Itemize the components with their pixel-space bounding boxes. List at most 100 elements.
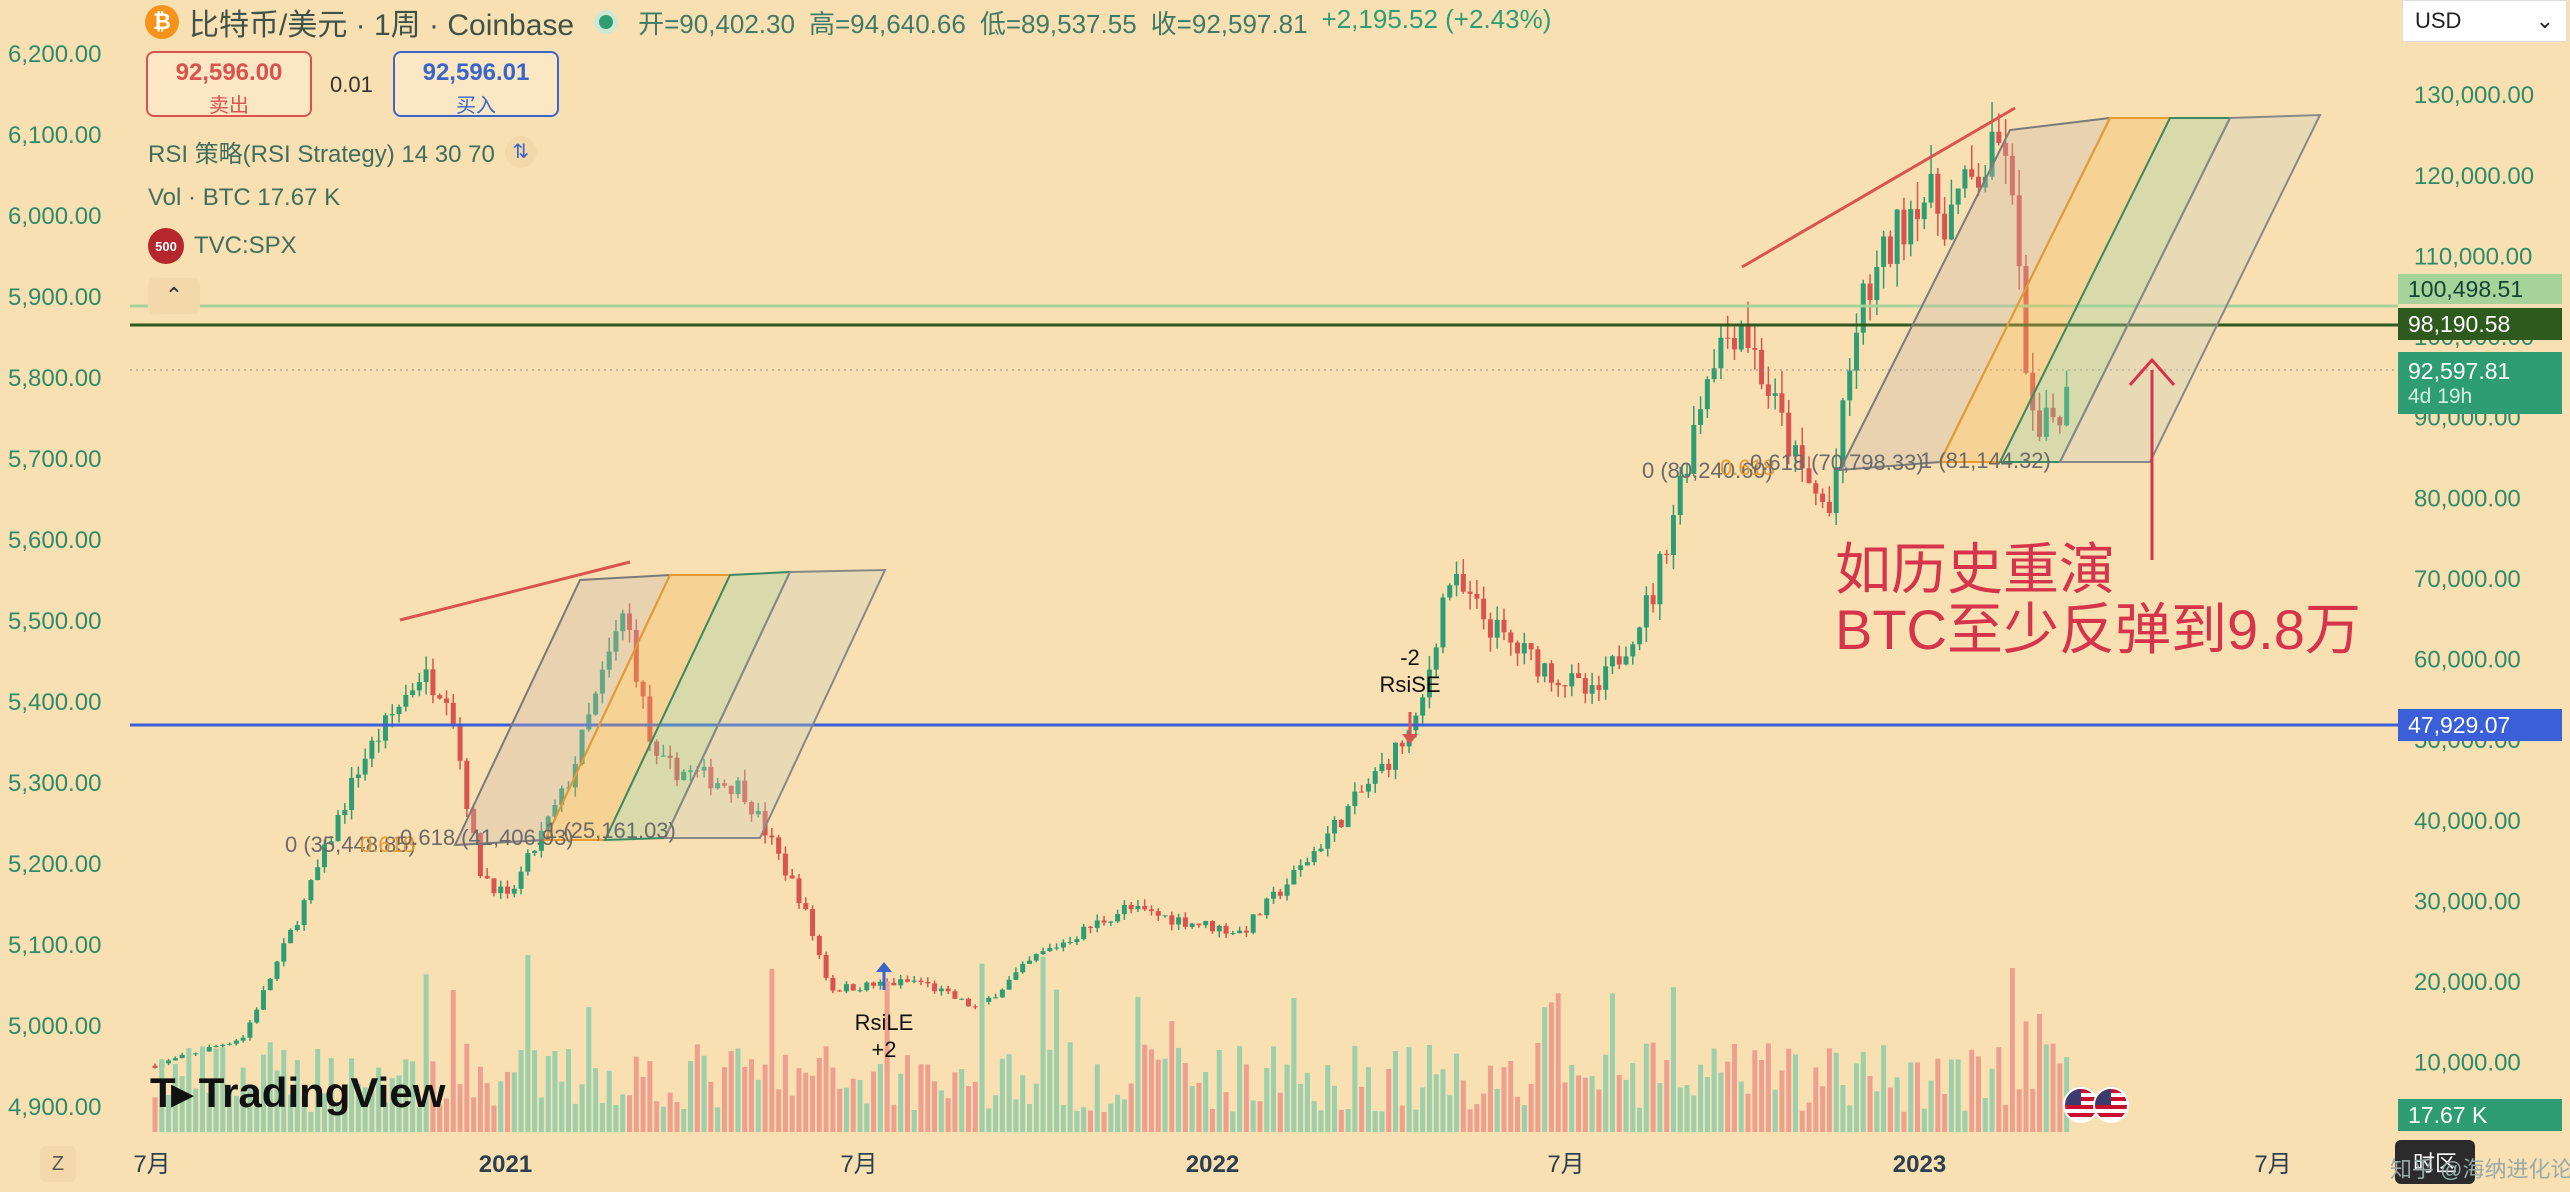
volume-bar: [1806, 1102, 1812, 1132]
volume-bar: [1413, 1109, 1419, 1132]
volume-bar: [159, 1059, 165, 1132]
volume-bar: [640, 1076, 646, 1132]
candle-body: [688, 770, 694, 772]
volume-bar: [1759, 1060, 1765, 1132]
high-value: 高=94,640.66: [808, 8, 966, 39]
candle-body: [586, 714, 592, 730]
candle-body: [1467, 591, 1473, 594]
volume-bar: [1562, 1082, 1568, 1132]
volume-bar: [1799, 1110, 1805, 1132]
volume-bar: [321, 1093, 327, 1132]
candle-body: [430, 669, 436, 696]
volume-bar: [1887, 1087, 1893, 1132]
currency-select[interactable]: USD ⌄: [2402, 0, 2567, 42]
candle-body: [1664, 553, 1670, 555]
volume-bar: [1474, 1104, 1480, 1132]
swap-arrows-icon[interactable]: ⇅: [504, 135, 537, 168]
symbol-title[interactable]: 比特币/美元 · 1周 · Coinbase: [189, 9, 575, 42]
volume-bar: [1264, 1067, 1270, 1132]
candle-body: [1487, 619, 1493, 638]
volume-bar: [335, 1104, 341, 1132]
candle-body: [1284, 884, 1290, 896]
candle-body: [1684, 473, 1690, 476]
candle-body: [1799, 445, 1805, 469]
volume-bar: [1033, 1083, 1039, 1132]
candle-body: [1792, 445, 1798, 457]
timezone-button[interactable]: 时区: [2395, 1140, 2475, 1184]
volume-bar: [477, 1066, 483, 1132]
volume-bar: [1487, 1065, 1493, 1132]
candle-body: [1515, 642, 1521, 654]
candle-body: [288, 929, 294, 944]
volume-bar: [701, 1055, 707, 1132]
candle-body: [1237, 930, 1243, 934]
volume-bar: [288, 1094, 294, 1132]
candle-body: [505, 886, 510, 894]
volume-bar: [708, 1081, 714, 1132]
candle-body: [1060, 942, 1066, 948]
volume-bar: [423, 974, 429, 1132]
spx-overlay-legend[interactable]: 500 TVC:SPX: [148, 228, 297, 264]
candle-body: [1203, 921, 1209, 926]
sell-label: 卖出: [209, 95, 249, 117]
candle-body: [1609, 656, 1615, 667]
x-axis-tick: 7月: [2254, 1151, 2291, 1178]
candle-body: [1420, 697, 1426, 716]
candle-body: [1582, 678, 1588, 694]
volume-bar: [1494, 1088, 1500, 1132]
sell-button[interactable]: 92,596.00 卖出: [146, 51, 312, 117]
volume-bar: [362, 1087, 368, 1132]
left-axis-tick: 5,600.00: [8, 527, 101, 554]
candle-body: [1657, 553, 1663, 605]
volume-bar: [1026, 1103, 1032, 1132]
volume-bar: [1847, 1105, 1853, 1132]
candle-body: [2009, 155, 2015, 196]
volume-bar: [552, 1050, 558, 1132]
left-axis-tick: 6,200.00: [8, 41, 101, 68]
candle-body: [1291, 869, 1297, 885]
volume-bar: [1698, 1064, 1704, 1132]
volume-bar: [1352, 1045, 1358, 1132]
candle-body: [823, 954, 829, 978]
candle-body: [620, 613, 626, 632]
us-flag-icon-2[interactable]: [2093, 1087, 2129, 1123]
volume-indicator-legend[interactable]: Vol · BTC 17.67 K: [148, 184, 340, 212]
candle-body: [2003, 142, 2009, 156]
candle-body: [749, 802, 755, 815]
candle-body: [1569, 673, 1575, 687]
right-axis-tick: 30,000.00: [2414, 888, 2521, 915]
candle-body: [769, 835, 775, 838]
volume-bar: [389, 1078, 395, 1132]
symbol-header: ₿ 比特币/美元 · 1周 · Coinbase 开=90,402.30 高=9…: [145, 2, 1551, 42]
candle-body: [1630, 644, 1636, 657]
buy-button[interactable]: 92,596.01 买入: [393, 51, 559, 117]
volume-bar: [1094, 1064, 1100, 1132]
volume-bar: [457, 1084, 463, 1132]
candle-body: [742, 780, 748, 803]
candle-body: [206, 1047, 212, 1052]
left-axis-tick: 5,900.00: [8, 284, 101, 311]
volume-bar: [274, 1070, 280, 1132]
volume-bar: [1006, 1054, 1012, 1132]
candle-body: [708, 766, 714, 789]
candle-body: [762, 810, 768, 836]
chevron-down-icon: ⌄: [2535, 8, 2554, 33]
volume-bar: [1277, 1092, 1283, 1132]
volume-bar: [803, 1072, 809, 1132]
volume-bar: [728, 1051, 734, 1132]
zoom-button[interactable]: Z: [40, 1146, 76, 1182]
candle-body: [816, 935, 822, 955]
volume-bar: [1081, 1107, 1087, 1132]
candle-body: [1637, 627, 1643, 645]
candle-body: [871, 982, 877, 986]
candle-body: [1196, 923, 1202, 926]
right-axis-tick: 60,000.00: [2414, 647, 2521, 674]
volume-bar: [294, 1060, 300, 1132]
price-tag-upper-line: 100,498.51: [2398, 274, 2562, 304]
rsi-indicator-legend[interactable]: RSI 策略(RSI Strategy) 14 30 70 ⇅: [148, 134, 537, 169]
candle-body: [1528, 643, 1534, 650]
volume-bar: [742, 1067, 748, 1132]
collapse-legend-button[interactable]: ⌃: [148, 278, 200, 314]
candle-body: [396, 706, 402, 715]
